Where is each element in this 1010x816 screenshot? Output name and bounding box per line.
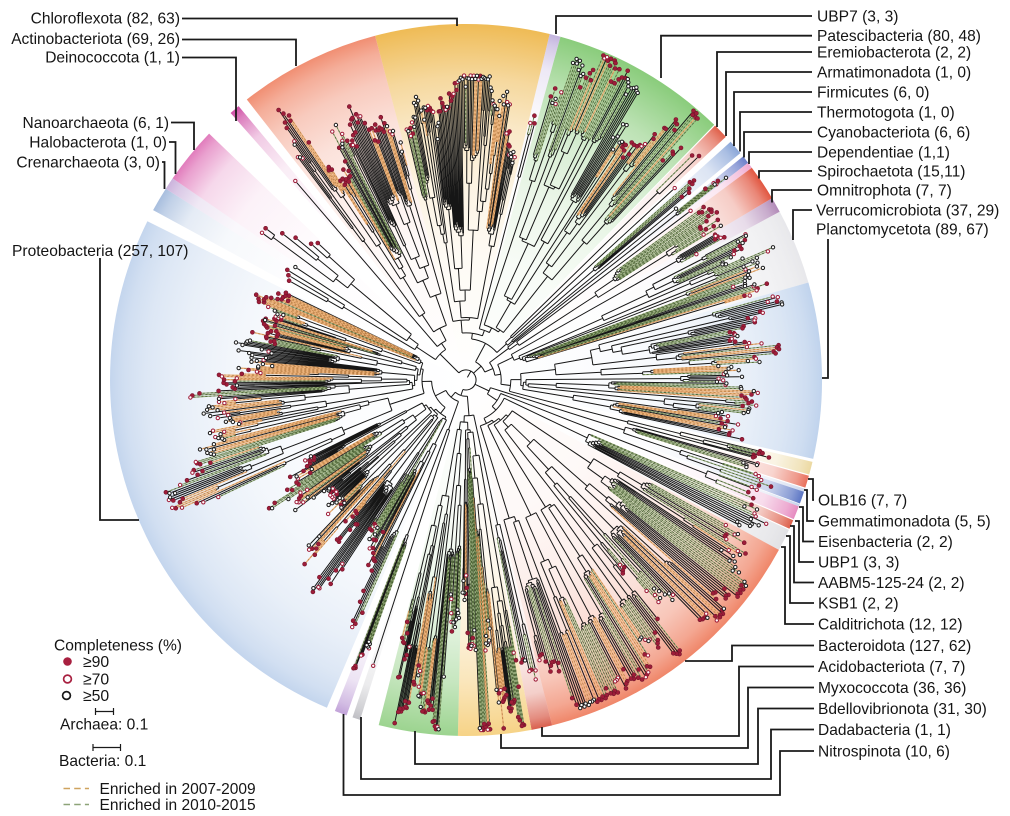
svg-text:Deinococcota (1, 1): Deinococcota (1, 1) <box>45 50 180 67</box>
svg-text:≥90: ≥90 <box>83 654 109 671</box>
svg-text:Bacteria: 0.1: Bacteria: 0.1 <box>59 753 146 770</box>
svg-text:Eisenbacteria (2, 2): Eisenbacteria (2, 2) <box>818 534 953 551</box>
svg-text:Calditrichota (12, 12): Calditrichota (12, 12) <box>818 617 963 634</box>
svg-text:Armatimonadota (1, 0): Armatimonadota (1, 0) <box>817 65 971 82</box>
svg-text:Spirochaetota (15,11): Spirochaetota (15,11) <box>817 164 965 181</box>
svg-text:Planctomycetota (89, 67): Planctomycetota (89, 67) <box>816 222 989 239</box>
svg-text:Bdellovibrionota (31, 30): Bdellovibrionota (31, 30) <box>818 701 987 718</box>
svg-text:Enriched in 2007-2009: Enriched in 2007-2009 <box>100 781 256 798</box>
svg-text:≥70: ≥70 <box>83 672 109 689</box>
svg-text:Proteobacteria (257, 107): Proteobacteria (257, 107) <box>12 243 189 260</box>
svg-text:Crenarchaeota (3, 0): Crenarchaeota (3, 0) <box>16 155 160 172</box>
svg-text:Eremiobacterota (2, 2): Eremiobacterota (2, 2) <box>817 45 971 62</box>
svg-text:AABM5-125-24 (2, 2): AABM5-125-24 (2, 2) <box>818 575 965 592</box>
svg-text:Firmicutes (6, 0): Firmicutes (6, 0) <box>817 85 930 102</box>
svg-text:Completeness (%): Completeness (%) <box>54 638 182 655</box>
svg-text:Dependentiae (1,1): Dependentiae (1,1) <box>817 145 950 162</box>
svg-text:≥50: ≥50 <box>83 688 109 705</box>
svg-text:OLB16 (7, 7): OLB16 (7, 7) <box>818 493 907 510</box>
svg-text:Dadabacteria (1, 1): Dadabacteria (1, 1) <box>818 722 951 739</box>
svg-text:Patescibacteria (80, 48): Patescibacteria (80, 48) <box>817 28 981 45</box>
svg-text:Nitrospinota (10, 6): Nitrospinota (10, 6) <box>818 744 950 761</box>
svg-text:Omnitrophota (7, 7): Omnitrophota (7, 7) <box>817 183 952 200</box>
svg-text:Gemmatimonadota (5, 5): Gemmatimonadota (5, 5) <box>818 514 991 531</box>
svg-text:UBP7 (3, 3): UBP7 (3, 3) <box>817 9 899 26</box>
svg-text:UBP1 (3, 3): UBP1 (3, 3) <box>818 555 900 572</box>
svg-text:Nanoarchaeota (6, 1): Nanoarchaeota (6, 1) <box>23 115 170 132</box>
svg-text:Myxococcota (36, 36): Myxococcota (36, 36) <box>818 680 966 697</box>
svg-text:Bacteroidota (127, 62): Bacteroidota (127, 62) <box>818 638 971 655</box>
svg-text:Actinobacteriota (69, 26): Actinobacteriota (69, 26) <box>11 31 180 48</box>
svg-text:Acidobacteriota (7, 7): Acidobacteriota (7, 7) <box>818 659 965 676</box>
svg-text:Halobacterota (1, 0): Halobacterota (1, 0) <box>29 135 167 152</box>
svg-text:KSB1 (2, 2): KSB1 (2, 2) <box>818 596 899 613</box>
svg-text:Thermotogota (1, 0): Thermotogota (1, 0) <box>817 105 955 122</box>
svg-text:Archaea: 0.1: Archaea: 0.1 <box>60 717 148 734</box>
svg-text:Enriched in 2010-2015: Enriched in 2010-2015 <box>100 797 256 814</box>
svg-text:Cyanobacteriota (6, 6): Cyanobacteriota (6, 6) <box>817 125 970 142</box>
svg-text:Chloroflexota (82, 63): Chloroflexota (82, 63) <box>31 11 180 28</box>
svg-text:Verrucomicrobiota (37, 29): Verrucomicrobiota (37, 29) <box>816 203 999 220</box>
